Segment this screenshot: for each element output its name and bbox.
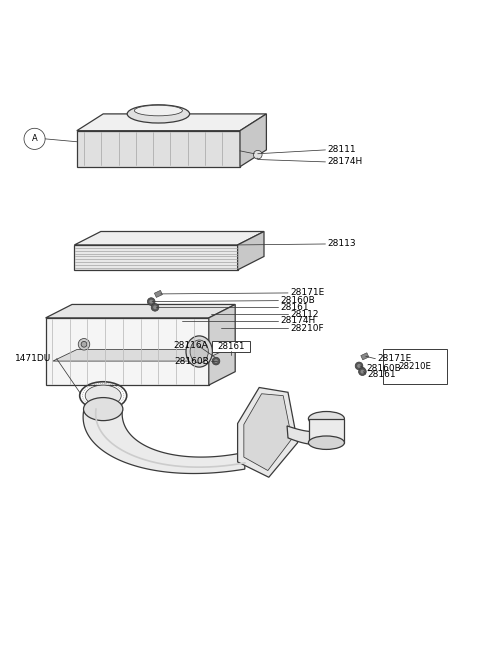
Circle shape [357,364,361,368]
Text: 28113: 28113 [327,240,356,248]
Ellipse shape [309,411,345,426]
FancyBboxPatch shape [212,341,250,352]
Circle shape [78,339,90,350]
Bar [155,290,162,297]
Circle shape [359,368,366,375]
Polygon shape [83,409,245,474]
Polygon shape [240,114,266,167]
Text: 28161: 28161 [368,369,396,379]
Ellipse shape [134,105,182,116]
Circle shape [147,298,155,305]
Text: 28111: 28111 [327,145,356,155]
Text: 28171E: 28171E [290,288,324,297]
Text: 28171E: 28171E [377,354,411,364]
Circle shape [253,151,262,159]
Ellipse shape [190,340,208,363]
Circle shape [153,305,157,309]
Text: 28210E: 28210E [399,362,432,371]
Polygon shape [309,419,344,443]
FancyBboxPatch shape [383,349,447,384]
Text: 28116A: 28116A [174,341,208,350]
Circle shape [360,369,364,373]
Text: A: A [32,134,37,143]
Text: 28210F: 28210F [290,324,324,333]
Polygon shape [46,305,235,318]
Polygon shape [209,305,235,385]
Circle shape [81,341,87,347]
Polygon shape [46,318,209,385]
Circle shape [212,357,220,365]
Text: 28161: 28161 [217,342,245,350]
Text: 28160B: 28160B [367,364,401,373]
Circle shape [355,362,363,369]
Ellipse shape [84,398,123,421]
Ellipse shape [85,385,121,406]
Ellipse shape [127,105,190,123]
Polygon shape [77,114,266,131]
Bar [361,353,369,360]
Polygon shape [287,421,336,444]
Polygon shape [238,388,298,477]
Polygon shape [74,231,264,245]
Text: 28161: 28161 [280,303,309,312]
Text: 28174H: 28174H [327,157,362,166]
Text: 28160B: 28160B [280,296,315,305]
Text: 28174H: 28174H [280,316,315,326]
Text: 1471DU: 1471DU [15,354,52,364]
Polygon shape [74,245,238,270]
Polygon shape [238,231,264,270]
Ellipse shape [309,436,345,449]
Text: 28160B: 28160B [175,356,209,365]
Polygon shape [77,131,240,167]
Ellipse shape [186,336,212,367]
Circle shape [151,303,159,311]
Polygon shape [53,350,226,361]
Circle shape [149,299,153,303]
Polygon shape [244,394,292,470]
Circle shape [214,359,218,363]
Text: 28112: 28112 [290,310,318,318]
